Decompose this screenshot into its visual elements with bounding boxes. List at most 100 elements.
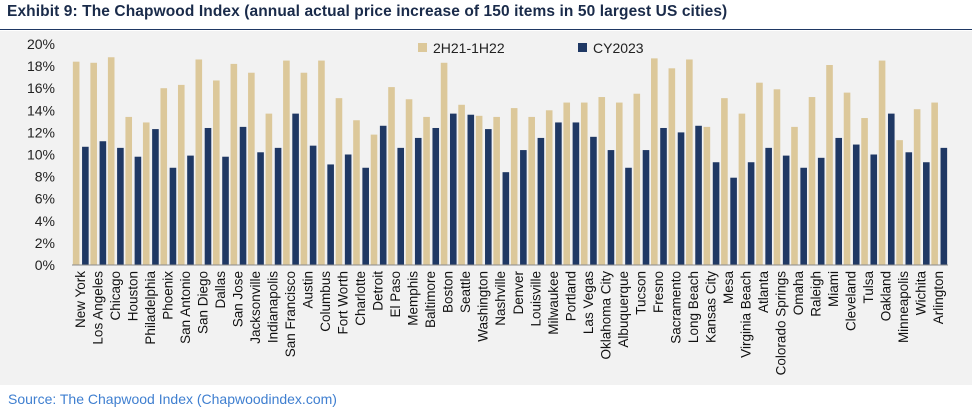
bar-cy2023 [835,137,843,265]
x-tick-label: Las Vegas [581,271,596,334]
bar-cy2023 [397,147,405,265]
bar-cy2023 [327,164,334,265]
x-tick-label: Omaha [791,271,806,316]
x-tick-label: Long Beach [686,271,701,343]
bar-2h21-1h22 [615,102,623,265]
bar-2h21-1h22 [475,115,483,265]
bar-cy2023 [800,167,807,265]
bar-cy2023 [82,146,89,265]
bar-cy2023 [642,150,650,265]
y-tick-label: 10% [27,147,55,163]
bar-2h21-1h22 [861,118,868,265]
y-tick-label: 4% [35,213,55,229]
bar-2h21-1h22 [90,62,97,265]
x-tick-label: Chicago [108,271,123,321]
x-tick-label: Colorado Springs [774,271,789,376]
bar-2h21-1h22 [283,60,290,265]
x-tick-label: Minneapolis [896,271,911,343]
bar-2h21-1h22 [318,60,325,265]
bar-cy2023 [222,156,229,265]
bar-2h21-1h22 [738,113,746,266]
bar-cy2023 [257,152,264,265]
x-tick-label: Kansas City [703,271,718,343]
bar-2h21-1h22 [756,82,763,266]
bar-cy2023 [905,152,913,265]
x-tick-label: Sacramento [668,271,683,344]
x-tick-label: Raleigh [809,271,824,317]
bar-cy2023 [730,177,737,265]
x-tick-label: Indianapolis [265,271,280,343]
bar-cy2023 [432,127,440,265]
bar-cy2023 [485,129,492,265]
bar-2h21-1h22 [651,58,658,266]
bar-cy2023 [607,150,615,265]
bar-cy2023 [537,137,545,265]
x-axis: New York Los Angeles Chicago Houston Philade… [72,264,948,376]
bar-2h21-1h22 [633,93,641,265]
x-tick-label: Boston [441,271,456,313]
x-tick-label: Philadelphia [143,271,158,345]
bar-cy2023 [187,155,194,265]
x-tick-label: Charlotte [353,271,368,326]
x-tick-label: Jacksonville [248,271,263,344]
y-tick-label: 0% [35,257,55,273]
x-tick-label: Portland [563,271,578,321]
y-tick-label: 16% [27,80,55,96]
y-tick-label: 20% [27,36,55,52]
bar-2h21-1h22 [405,99,413,265]
bar-2h21-1h22 [353,120,360,265]
y-tick-label: 8% [35,169,55,185]
legend-swatch-2h21-1h22 [418,43,427,52]
bar-cy2023 [677,132,685,265]
bar-cy2023 [590,136,597,265]
bar-2h21-1h22 [72,61,80,266]
x-tick-label: Seattle [458,271,473,313]
legend-swatch-cy2023 [578,43,587,52]
bar-2h21-1h22 [791,126,798,266]
x-tick-label: Wichita [914,271,929,316]
bar-2h21-1h22 [423,116,430,266]
bar-cy2023 [712,162,720,265]
x-tick-label: Oakland [879,271,894,321]
y-axis: 0% 2% 4% 6% 8% 10% 12% 14% 16% 18% 20% [27,36,55,273]
bar-cy2023 [817,157,825,265]
bar-cy2023 [467,114,475,265]
bar-2h21-1h22 [703,126,711,266]
bar-2h21-1h22 [668,68,676,265]
x-tick-label: San Diego [195,271,210,334]
y-tick-label: 18% [27,58,55,74]
bar-2h21-1h22 [808,97,816,265]
x-tick-label: El Paso [388,271,403,318]
bar-cy2023 [502,172,510,265]
bar-2h21-1h22 [510,108,518,265]
bar-2h21-1h22 [265,113,273,266]
bar-2h21-1h22 [142,122,150,265]
bar-2h21-1h22 [686,59,693,265]
bar-2h21-1h22 [913,109,921,265]
bar-cy2023 [782,155,790,265]
bar-cy2023 [292,113,299,266]
bar-2h21-1h22 [300,72,308,265]
bar-cy2023 [362,167,369,265]
bars-group [72,57,948,266]
bar-2h21-1h22 [388,87,395,265]
bar-cy2023 [99,141,107,265]
bar-2h21-1h22 [213,80,220,265]
bar-chart: 0% 2% 4% 6% 8% 10% 12% 14% 16% 18% 20% New York Los… [27,36,948,376]
x-tick-label: Columbus [318,271,333,332]
bar-cy2023 [344,154,352,265]
legend: 2H21-1H22 CY2023 [418,40,644,56]
bar-2h21-1h22 [177,84,185,265]
x-tick-label: Miami [826,271,841,307]
x-tick-label: Arlington [931,271,946,324]
bar-cy2023 [747,162,755,265]
bar-2h21-1h22 [563,102,571,265]
y-tick-label: 6% [35,191,55,207]
title-divider [0,29,972,30]
bar-cy2023 [134,156,142,265]
bar-cy2023 [414,137,422,265]
bar-2h21-1h22 [195,59,203,265]
bar-cy2023 [169,167,177,265]
bar-cy2023 [204,127,212,265]
bar-cy2023 [309,145,317,265]
